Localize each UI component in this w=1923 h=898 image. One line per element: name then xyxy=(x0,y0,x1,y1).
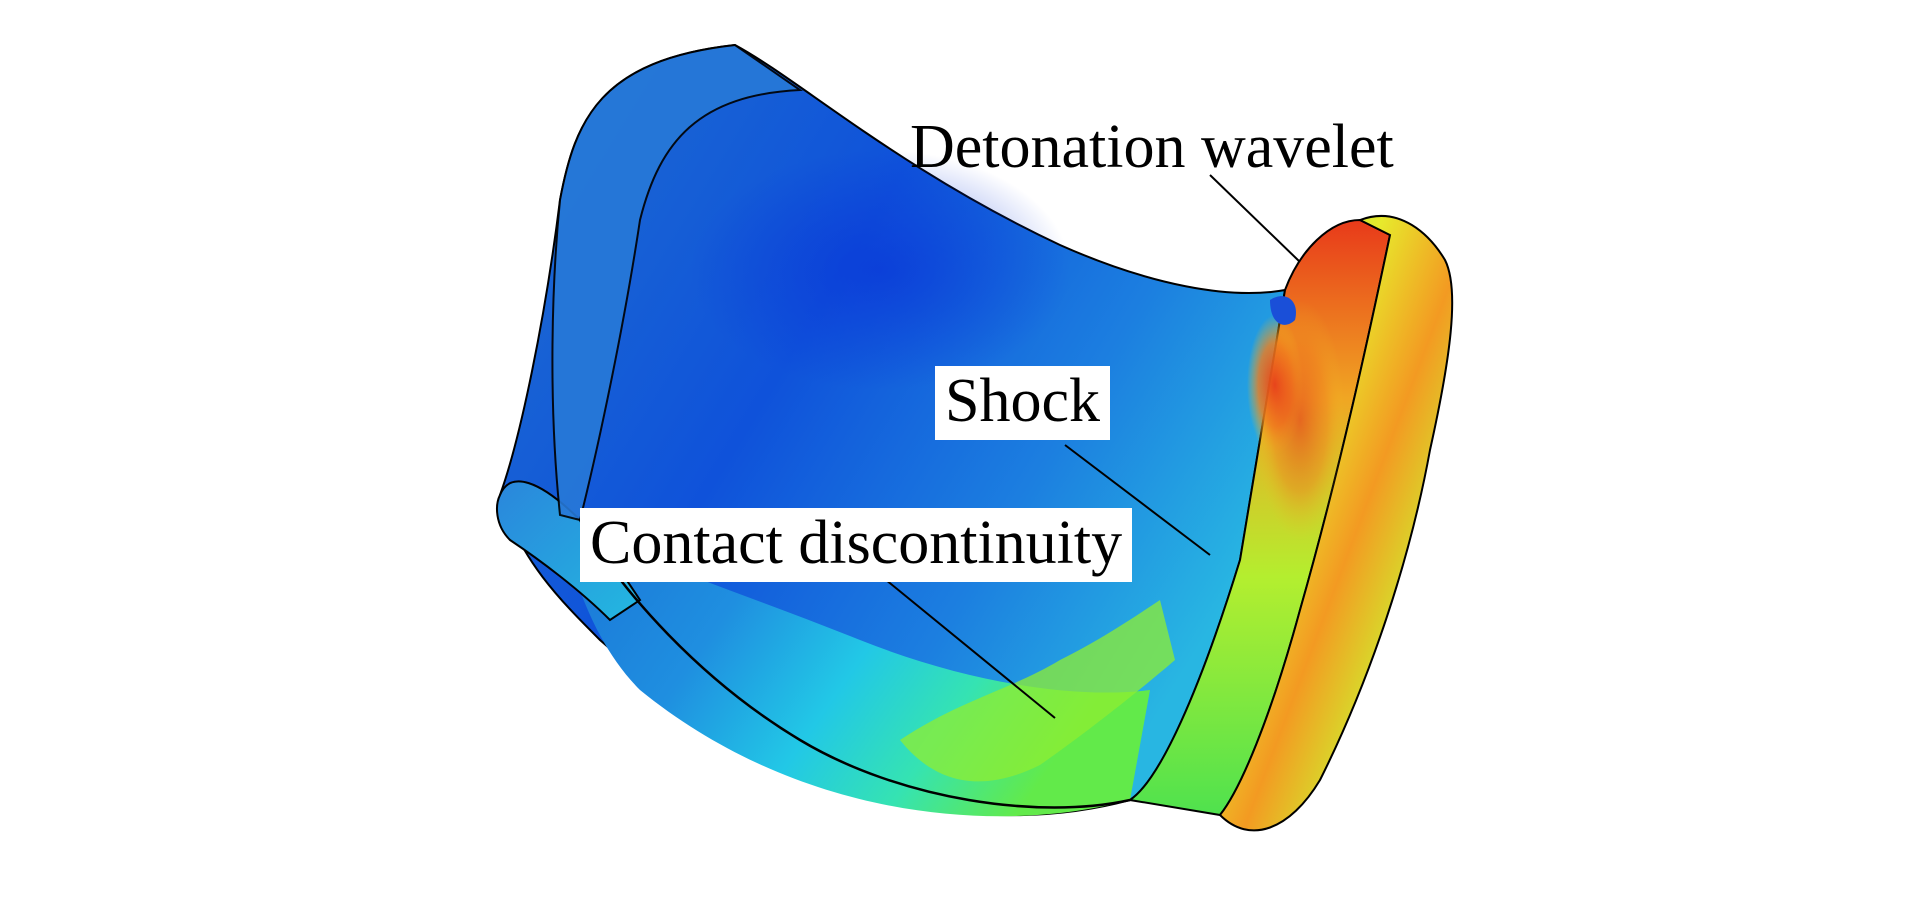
blue-patch xyxy=(1270,296,1296,325)
contact-leader-line xyxy=(879,574,1056,719)
shock-label: Shock xyxy=(935,366,1110,440)
low-pressure-region xyxy=(690,150,1070,390)
contact-discontinuity-label: Contact discontinuity xyxy=(580,508,1133,582)
detonation-leader-line xyxy=(1209,174,1301,263)
contact-discontinuity-band xyxy=(900,600,1175,782)
shock-leader-line xyxy=(1064,444,1211,556)
detonation-hot-spot-outer xyxy=(1255,300,1345,540)
left-end-cap xyxy=(496,480,642,622)
shell-inner-edge xyxy=(578,519,1131,809)
left-top-rim xyxy=(551,43,803,522)
detonation-wavelet-label: Detonation wavelet xyxy=(910,113,1394,181)
